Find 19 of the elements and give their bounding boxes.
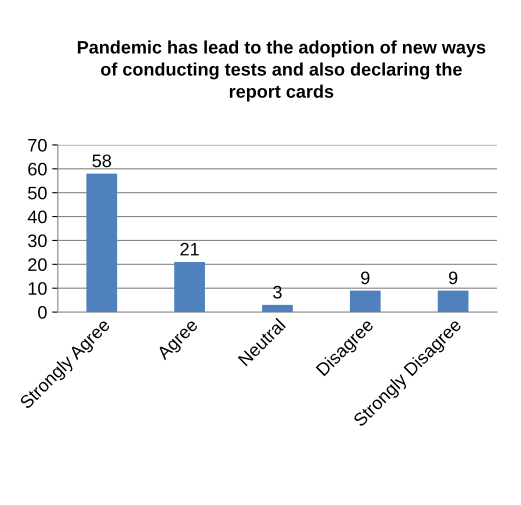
y-tick-label: 0 [38, 306, 47, 319]
data-label: 21 [180, 242, 199, 256]
bar [438, 290, 468, 312]
data-label: 9 [448, 271, 458, 284]
y-tick-label: 60 [28, 162, 47, 176]
data-label: 9 [361, 271, 370, 284]
bar [174, 262, 205, 312]
y-tick-label: 20 [28, 258, 47, 272]
y-tick-label: 30 [28, 234, 47, 248]
bar [262, 304, 293, 312]
y-tick-label: 50 [28, 186, 47, 200]
data-label: 58 [92, 154, 112, 168]
data-label: 3 [273, 286, 282, 299]
y-tick-label: 70 [28, 138, 47, 152]
y-tick-label: 10 [28, 282, 47, 295]
bar [350, 290, 381, 312]
bar [86, 174, 118, 312]
y-tick-label: 40 [28, 210, 47, 224]
chart-title: Pandemic has lead to the adoption of new ways of conducting tests and also declaring the report cards [78, 40, 486, 102]
